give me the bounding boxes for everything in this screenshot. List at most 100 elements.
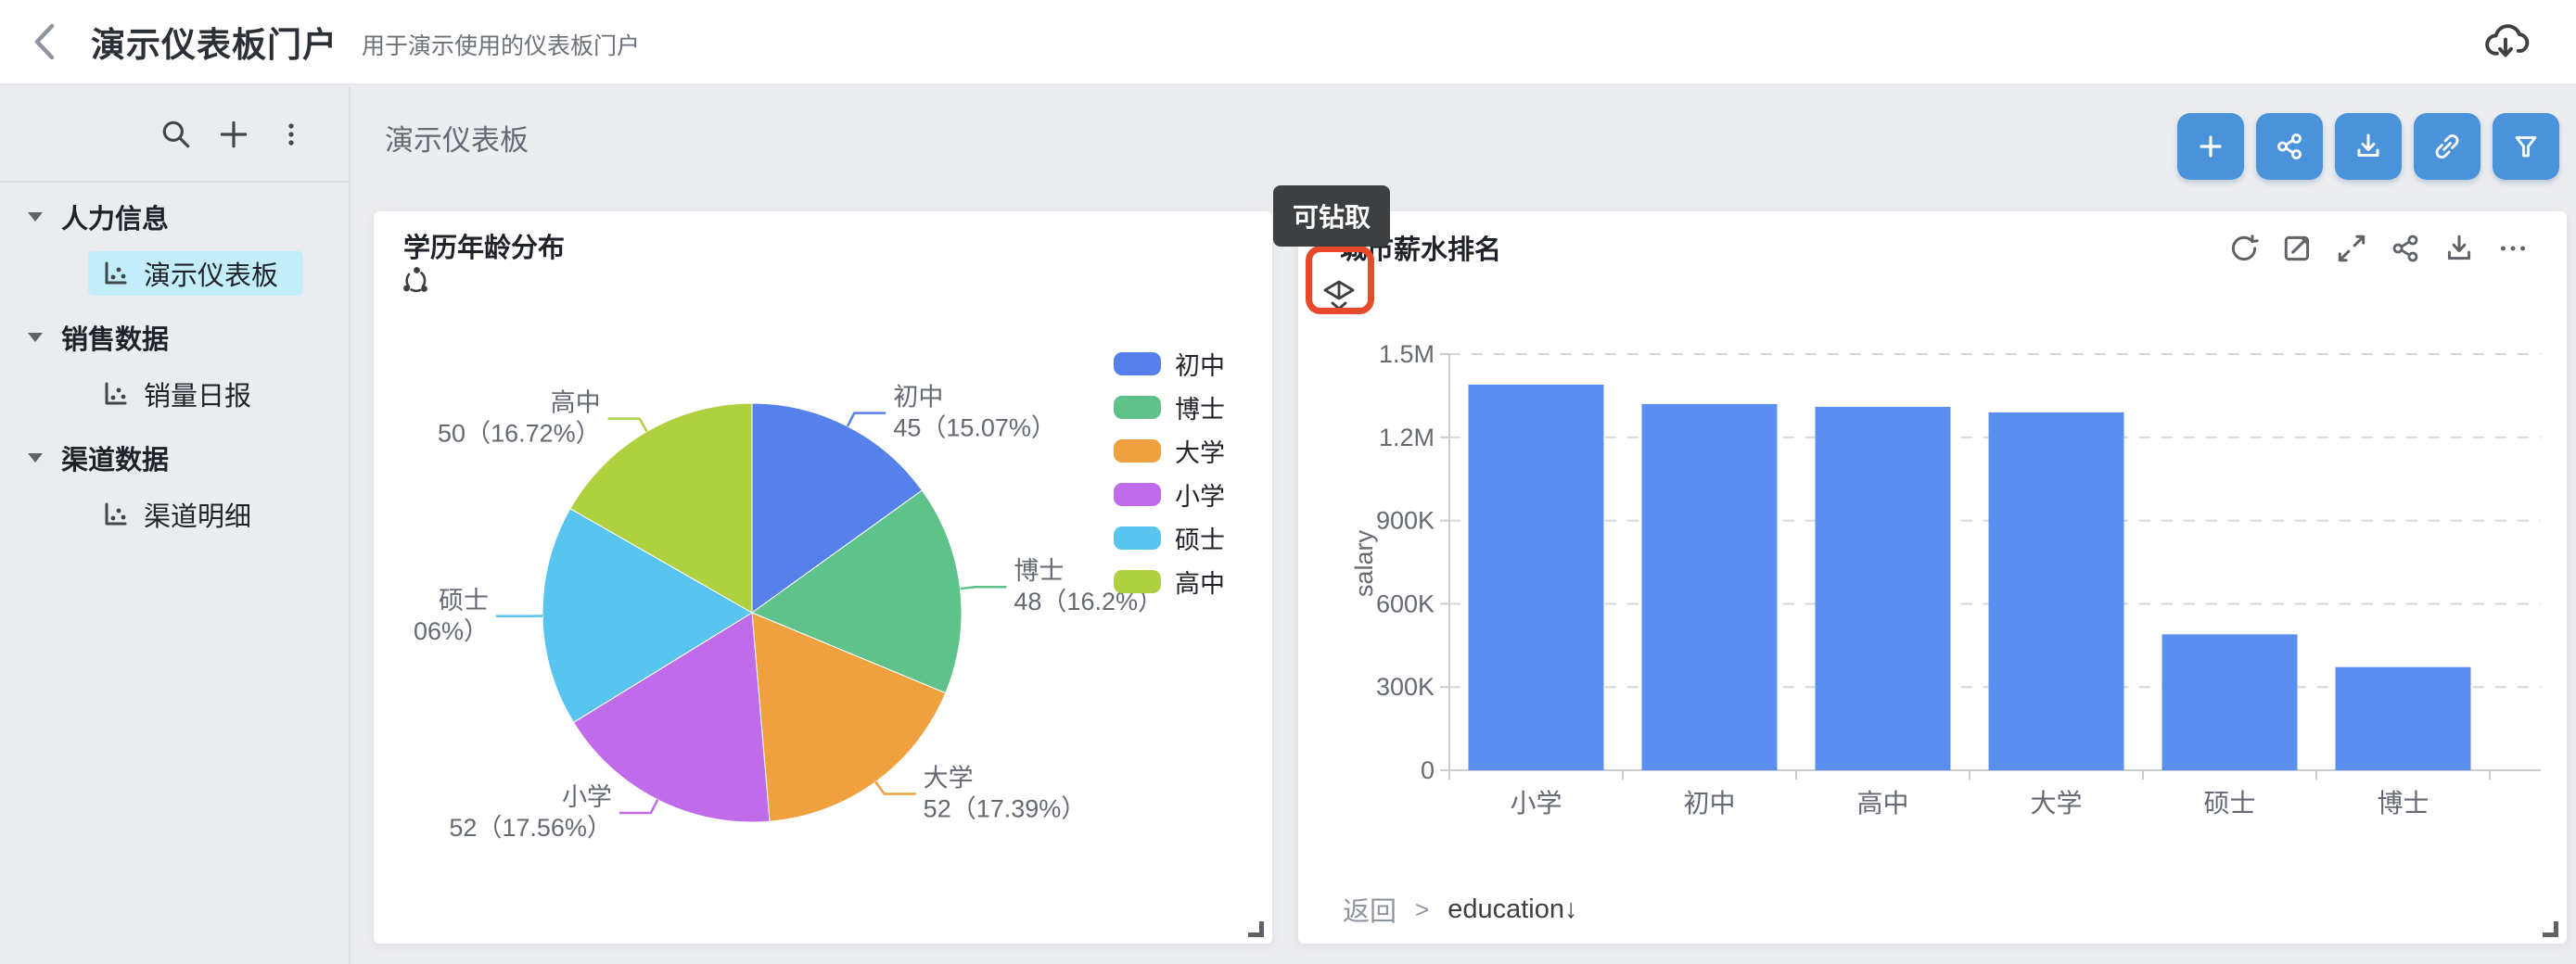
pie-label-name: 初中	[893, 384, 943, 412]
pie-legend: 初中博士大学小学硕士高中	[1114, 342, 1225, 603]
download-icon	[2357, 133, 2379, 157]
more-icon[interactable]	[2496, 232, 2530, 265]
legend-label: 高中	[1175, 570, 1225, 598]
x-tick-label[interactable]: 博士	[2377, 789, 2429, 818]
y-tick-label: 1.2M	[1379, 424, 1435, 451]
x-tick-label[interactable]: 高中	[1856, 789, 1908, 818]
legend-label: 小学	[1175, 483, 1225, 511]
kebab-menu-icon[interactable]	[274, 118, 308, 151]
caret-down-icon[interactable]	[28, 453, 43, 463]
legend-color-chip	[1114, 352, 1161, 375]
bar[interactable]	[2335, 666, 2471, 770]
bar[interactable]	[1468, 384, 1604, 770]
x-tick-label[interactable]: 初中	[1683, 789, 1735, 818]
pie-svg: 初中45（15.07%）博士48（16.2%）大学52（17.39%）小学52（…	[414, 384, 1163, 842]
pie-slice[interactable]	[572, 612, 771, 823]
sidebar-group-channel[interactable]: 渠道数据	[0, 427, 349, 488]
sidebar-item-sales-daily[interactable]: 销量日报	[88, 372, 303, 416]
legend-color-chip	[1114, 439, 1161, 463]
portal-subtitle: 用于演示使用的仪表板门户	[362, 33, 641, 59]
breadcrumb-separator: >	[1415, 894, 1430, 923]
resize-handle-icon[interactable]	[2543, 921, 2558, 937]
y-tick-label: 600K	[1376, 590, 1435, 617]
drill-field-label[interactable]: education↓	[1447, 894, 1578, 924]
chart-icon	[105, 261, 127, 285]
y-tick-label: 900K	[1376, 507, 1435, 535]
legend-color-chip	[1114, 526, 1161, 550]
add-component-button[interactable]	[2177, 113, 2244, 180]
bar[interactable]	[1988, 412, 2124, 770]
legend-item[interactable]: 硕士	[1114, 516, 1225, 560]
search-icon[interactable]	[159, 118, 193, 151]
legend-item[interactable]: 初中	[1114, 342, 1225, 386]
legend-label: 博士	[1175, 396, 1225, 424]
pie-label-value: 06%）	[414, 617, 489, 645]
y-tick-label: 1.5M	[1379, 340, 1435, 368]
refresh-icon[interactable]	[2227, 232, 2261, 265]
pie-label-leader	[607, 417, 648, 433]
x-tick-label[interactable]: 硕士	[2203, 789, 2255, 818]
pie-label-name: 小学	[562, 783, 612, 811]
legend-label: 大学	[1175, 439, 1225, 467]
bar[interactable]	[1641, 403, 1778, 770]
pie-label-leader	[874, 780, 916, 795]
dashboard-toolbar	[2177, 113, 2559, 180]
share-icon[interactable]	[2389, 232, 2422, 265]
legend-color-chip	[1114, 570, 1161, 593]
share-icon	[2277, 133, 2302, 159]
add-icon[interactable]	[217, 118, 250, 151]
sidebar-group-sales[interactable]: 销售数据	[0, 307, 349, 368]
filter-button[interactable]	[2493, 113, 2559, 180]
annotation-highlight-box	[1306, 246, 1374, 314]
chart-icon	[105, 502, 127, 526]
pie-slice[interactable]	[542, 508, 753, 724]
download-icon[interactable]	[2442, 232, 2476, 265]
drill-breadcrumb: 返回 > education↓	[1343, 890, 1577, 929]
resize-handle-icon[interactable]	[1248, 921, 1264, 937]
caret-down-icon[interactable]	[28, 333, 43, 342]
pie-chart-card: 学历年龄分布 初中 45（15.07%） 博士 48（16.2%） 大学 52（17.39…	[374, 211, 1272, 944]
pie-label-value: 45（15.07%）	[893, 414, 1056, 442]
portal-title: 演示仪表板门户	[91, 26, 338, 64]
bar[interactable]	[1815, 406, 1951, 770]
tooltip-text: 可钻取	[1292, 203, 1371, 232]
pie-slice[interactable]	[750, 489, 963, 694]
legend-label: 硕士	[1175, 526, 1225, 554]
chart-icon	[105, 382, 127, 405]
share-button[interactable]	[2256, 113, 2323, 180]
export-button[interactable]	[2335, 113, 2402, 180]
drill-back-link[interactable]: 返回	[1343, 897, 1397, 927]
back-button[interactable]	[26, 21, 67, 62]
copy-link-button[interactable]	[2414, 113, 2480, 180]
expand-icon[interactable]	[2335, 232, 2368, 265]
y-tick-label: 0	[1421, 756, 1435, 784]
pie-label-value: 52（17.39%）	[924, 794, 1087, 822]
sidebar-group-label: 人力信息	[61, 205, 170, 235]
x-tick-label[interactable]: 小学	[1510, 789, 1562, 818]
drillable-tooltip: 可钻取	[1273, 185, 1390, 247]
legend-item[interactable]: 高中	[1114, 560, 1225, 603]
portal-header: 演示仪表板门户 用于演示使用的仪表板门户	[0, 0, 2576, 85]
pie-slice[interactable]	[569, 402, 753, 614]
sidebar-item-label: 演示仪表板	[144, 261, 279, 291]
page-title: 演示仪表板	[385, 124, 529, 157]
sidebar-item-demo-dashboard[interactable]: 演示仪表板	[88, 251, 303, 296]
legend-item[interactable]: 大学	[1114, 429, 1225, 473]
pie-label-leader	[846, 412, 886, 427]
bar[interactable]	[2162, 634, 2298, 770]
linkage-icon[interactable]	[400, 265, 431, 301]
legend-item[interactable]: 博士	[1114, 386, 1225, 429]
pie-label-name: 硕士	[439, 587, 489, 615]
legend-color-chip	[1114, 483, 1161, 506]
edit-icon[interactable]	[2281, 232, 2315, 265]
sidebar-group-hr[interactable]: 人力信息	[0, 186, 349, 247]
cloud-download-icon[interactable]	[2476, 12, 2535, 71]
main-area: 演示仪表板	[352, 87, 2576, 964]
sidebar-item-channel-detail[interactable]: 渠道明细	[88, 492, 303, 537]
y-tick-label: 300K	[1376, 673, 1435, 701]
pie-label-name: 高中	[551, 389, 601, 417]
dashboard-tree: 人力信息 演示仪表板 销售数据	[0, 183, 349, 537]
x-tick-label[interactable]: 大学	[2030, 789, 2082, 818]
legend-item[interactable]: 小学	[1114, 473, 1225, 516]
caret-down-icon[interactable]	[28, 212, 43, 222]
